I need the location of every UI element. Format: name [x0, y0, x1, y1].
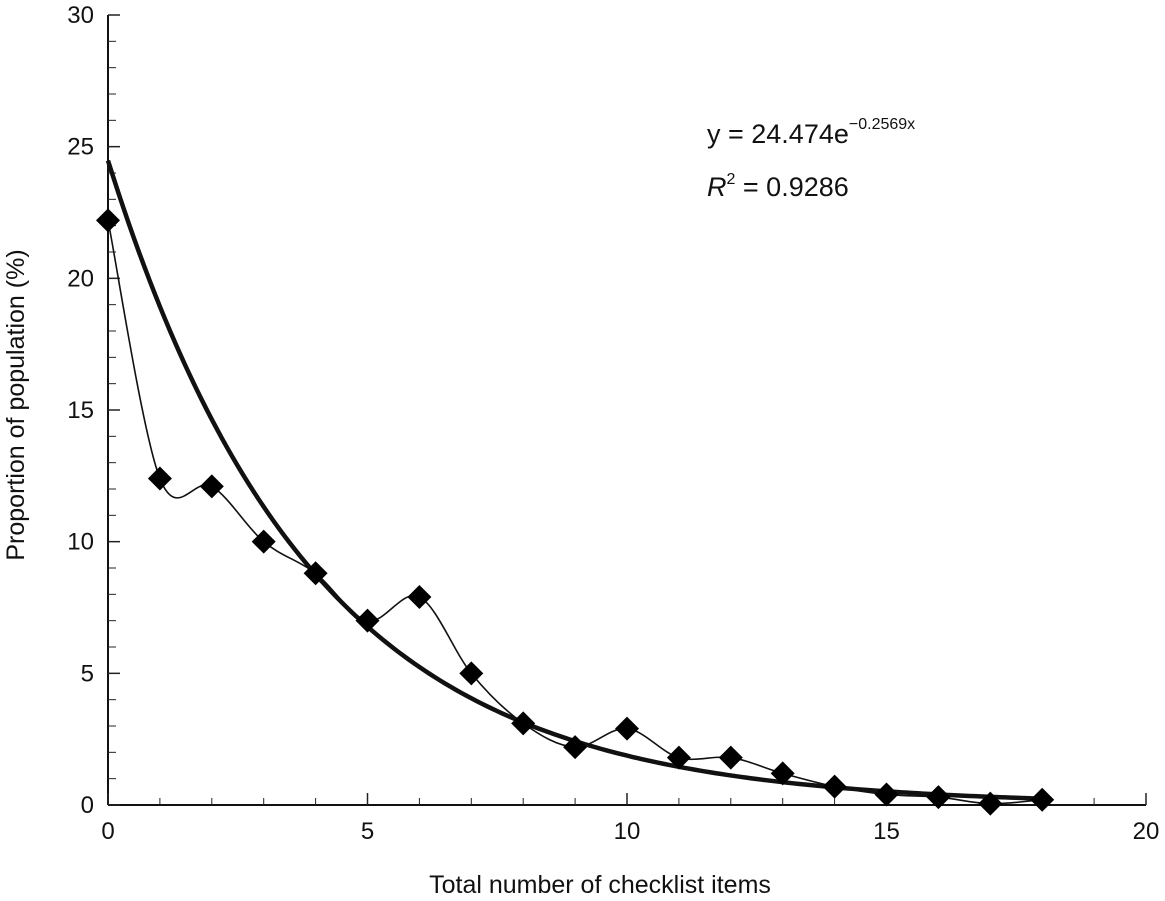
data-point-marker [511, 711, 536, 736]
y-tick-label: 0 [81, 792, 94, 819]
data-point-marker [563, 735, 588, 760]
data-point-marker [303, 561, 328, 586]
y-tick-label: 15 [67, 397, 94, 424]
data-point-marker [96, 208, 120, 233]
data-point-marker [770, 761, 795, 786]
data-point-marker [718, 745, 743, 770]
data-point-marker [874, 782, 899, 807]
data-point-marker [926, 785, 951, 810]
y-tick-label: 25 [67, 134, 94, 161]
x-tick-label: 0 [101, 818, 114, 845]
r2-prefix: R [707, 172, 727, 202]
x-tick-label: 5 [361, 818, 374, 845]
data-point-marker [978, 791, 1003, 816]
data-point-marker [355, 608, 380, 633]
y-tick-label: 30 [67, 2, 94, 29]
data-point-marker [1030, 787, 1055, 812]
exponential-trendline [105, 159, 1043, 801]
data-point-marker [199, 474, 224, 499]
r-squared-label: R2 = 0.9286 [707, 171, 849, 202]
y-tick-label: 5 [81, 660, 94, 687]
data-point-marker [147, 466, 172, 491]
equation-prefix: y = 24.474e [707, 119, 849, 149]
data-point-marker [615, 716, 639, 741]
trendline-equation: y = 24.474e−0.2569x [707, 116, 915, 149]
x-tick-label: 10 [614, 818, 641, 845]
r2-value: = 0.9286 [735, 172, 848, 202]
x-tick-label: 15 [873, 818, 900, 845]
data-point-marker [459, 661, 484, 686]
data-point-marker [407, 584, 432, 609]
data-point-marker [251, 529, 276, 554]
axes [107, 15, 1146, 806]
y-ticks: 0 5 10 15 20 25 30 [67, 2, 120, 819]
x-axis-title: Total number of checklist items [429, 871, 771, 899]
series-group [96, 208, 1055, 816]
y-axis-title: Proportion of population (%) [2, 249, 30, 560]
data-point-marker [666, 745, 691, 770]
trendline-group [105, 159, 1043, 801]
r2-superscript: 2 [727, 171, 736, 188]
equation-exponent: −0.2569x [849, 116, 915, 133]
y-tick-label: 10 [67, 529, 94, 556]
x-tick-label: 20 [1133, 818, 1160, 845]
data-point-marker [822, 774, 847, 799]
y-tick-label: 20 [67, 265, 94, 292]
series-line [107, 220, 1043, 805]
x-ticks: 0 5 10 15 20 [101, 793, 1159, 845]
